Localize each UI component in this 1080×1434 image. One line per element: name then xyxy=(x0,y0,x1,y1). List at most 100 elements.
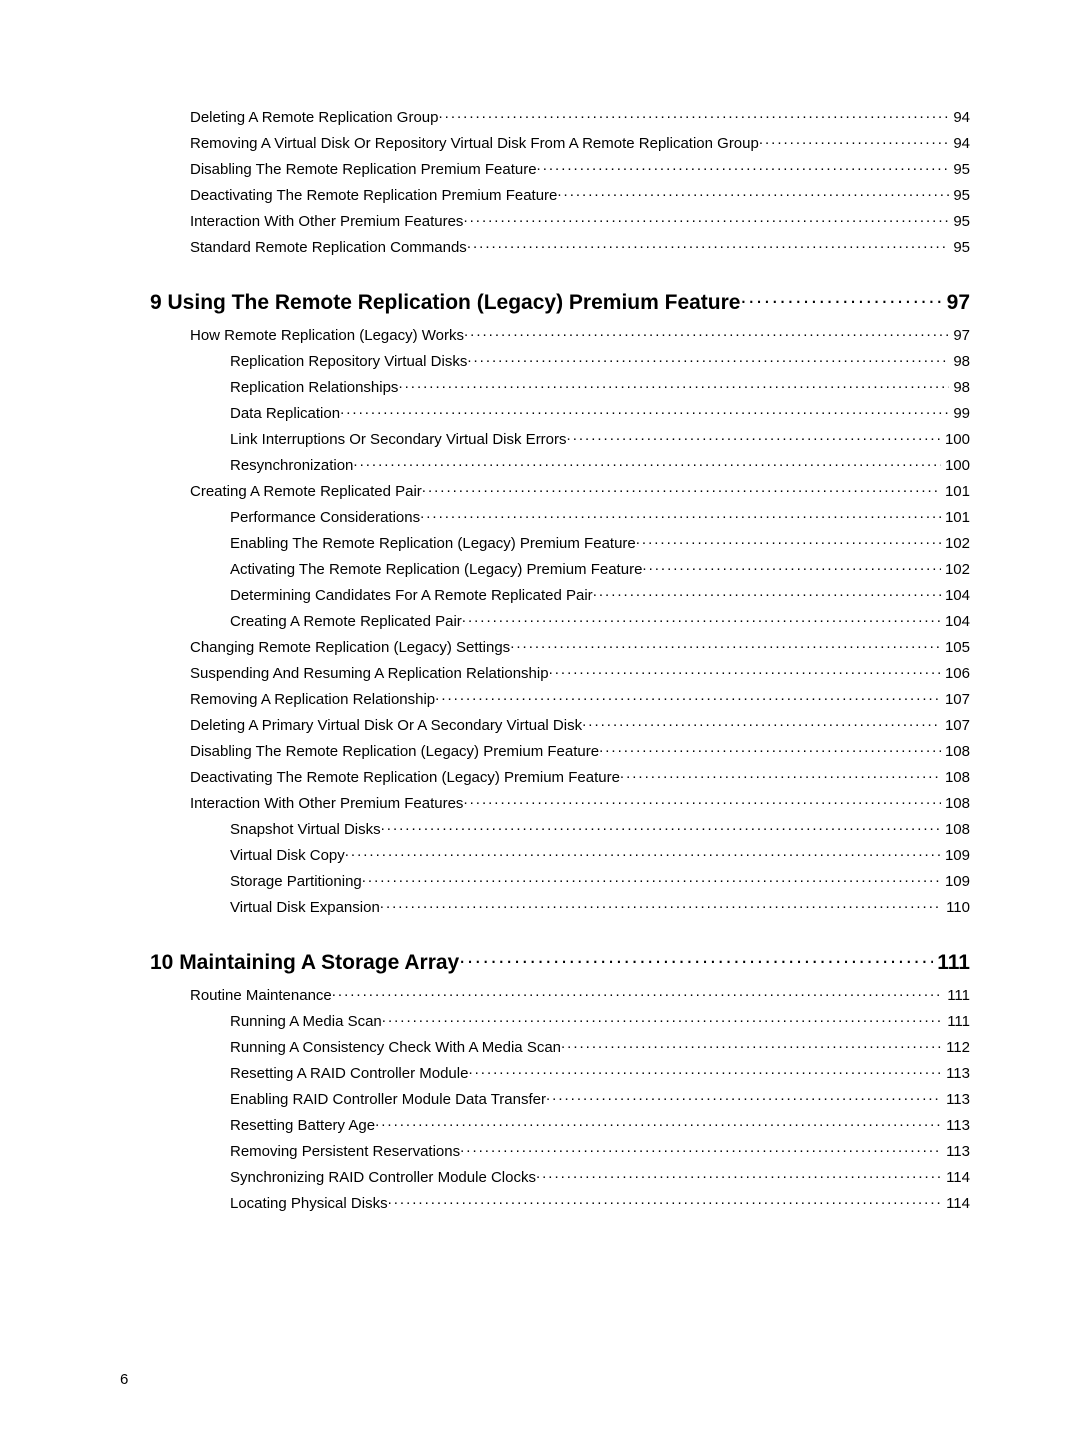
toc-leader xyxy=(561,1037,942,1052)
toc-entry: Resynchronization 100 xyxy=(150,455,970,474)
toc-title: Standard Remote Replication Commands xyxy=(190,239,467,256)
toc-entry: Suspending And Resuming A Replication Re… xyxy=(150,663,970,682)
toc-entry: Virtual Disk Copy109 xyxy=(150,845,970,864)
toc-pagenum: 95 xyxy=(949,161,970,178)
toc-entry: Replication Relationships98 xyxy=(150,377,970,396)
toc-entry: Resetting A RAID Controller Module113 xyxy=(150,1063,970,1082)
toc-pagenum: 108 xyxy=(941,795,970,812)
toc-leader xyxy=(536,1167,942,1182)
toc-pagenum: 113 xyxy=(942,1091,970,1108)
toc-entry: Changing Remote Replication (Legacy) Set… xyxy=(150,637,970,656)
toc-leader xyxy=(549,663,941,678)
toc-pagenum: 114 xyxy=(942,1195,970,1212)
toc-leader xyxy=(382,1011,943,1026)
toc-list: Deleting A Remote Replication Group 94 Rem… xyxy=(150,107,970,1212)
toc-leader xyxy=(468,1063,942,1078)
toc-title: Interaction With Other Premium Features xyxy=(190,213,463,230)
toc-title: Synchronizing RAID Controller Module Clo… xyxy=(230,1169,536,1186)
toc-entry: Locating Physical Disks114 xyxy=(150,1193,970,1212)
toc-pagenum: 95 xyxy=(949,213,970,230)
toc-leader xyxy=(740,288,942,309)
toc-pagenum: 100 xyxy=(941,457,970,474)
toc-leader xyxy=(381,819,941,834)
toc-title: Link Interruptions Or Secondary Virtual … xyxy=(230,431,567,448)
toc-title: Replication Repository Virtual Disks xyxy=(230,353,467,370)
toc-title: Removing A Virtual Disk Or Repository Vi… xyxy=(190,135,759,152)
page-number-footer: 6 xyxy=(120,1371,128,1388)
toc-pagenum: 94 xyxy=(949,109,970,126)
toc-title: Running A Media Scan xyxy=(230,1013,382,1030)
toc-leader xyxy=(462,611,941,626)
toc-entry: 9 Using The Remote Replication (Legacy) … xyxy=(150,288,970,315)
toc-title: Deleting A Primary Virtual Disk Or A Sec… xyxy=(190,717,582,734)
toc-entry: Deactivating The Remote Replication (Leg… xyxy=(150,767,970,786)
toc-entry: Snapshot Virtual Disks108 xyxy=(150,819,970,838)
toc-entry: Enabling The Remote Replication (Legacy)… xyxy=(150,533,970,552)
toc-title: Deleting A Remote Replication Group xyxy=(190,109,438,126)
toc-title: Enabling The Remote Replication (Legacy)… xyxy=(230,535,636,552)
toc-entry: Enabling RAID Controller Module Data Tra… xyxy=(150,1089,970,1108)
toc-leader xyxy=(362,871,941,886)
toc-title: Disabling The Remote Replication (Legacy… xyxy=(190,743,599,760)
toc-leader xyxy=(593,585,941,600)
toc-entry: Creating A Remote Replicated Pair104 xyxy=(150,611,970,630)
toc-leader xyxy=(420,507,941,522)
toc-entry: Determining Candidates For A Remote Repl… xyxy=(150,585,970,604)
toc-leader xyxy=(459,948,933,969)
toc-leader xyxy=(353,455,941,470)
toc-title: Resetting Battery Age xyxy=(230,1117,375,1134)
toc-pagenum: 114 xyxy=(942,1169,970,1186)
toc-leader xyxy=(759,133,949,148)
toc-title: How Remote Replication (Legacy) Works xyxy=(190,327,464,344)
toc-leader xyxy=(463,211,949,226)
toc-title: Data Replication xyxy=(230,405,340,422)
toc-entry: Disabling The Remote Replication (Legacy… xyxy=(150,741,970,760)
toc-entry: Resetting Battery Age 113 xyxy=(150,1115,970,1134)
toc-entry: How Remote Replication (Legacy) Works97 xyxy=(150,325,970,344)
toc-leader xyxy=(582,715,941,730)
toc-leader xyxy=(463,793,941,808)
toc-leader xyxy=(398,377,949,392)
toc-leader xyxy=(636,533,941,548)
toc-leader xyxy=(340,403,949,418)
toc-entry: Running A Media Scan 111 xyxy=(150,1011,970,1030)
toc-title: Resetting A RAID Controller Module xyxy=(230,1065,468,1082)
toc-title: Enabling RAID Controller Module Data Tra… xyxy=(230,1091,546,1108)
toc-entry: Deleting A Remote Replication Group 94 xyxy=(150,107,970,126)
toc-pagenum: 111 xyxy=(933,951,970,975)
toc-pagenum: 106 xyxy=(941,665,970,682)
toc-leader xyxy=(422,481,941,496)
toc-title: Creating A Remote Replicated Pair xyxy=(190,483,422,500)
toc-leader xyxy=(642,559,941,574)
toc-pagenum: 111 xyxy=(943,987,970,1004)
toc-title: Routine Maintenance xyxy=(190,987,332,1004)
toc-pagenum: 108 xyxy=(941,743,970,760)
toc-title: Removing A Replication Relationship xyxy=(190,691,435,708)
toc-title: 10 Maintaining A Storage Array xyxy=(150,951,459,975)
toc-title: Determining Candidates For A Remote Repl… xyxy=(230,587,593,604)
toc-pagenum: 109 xyxy=(941,847,970,864)
toc-entry: Storage Partitioning 109 xyxy=(150,871,970,890)
toc-leader xyxy=(546,1089,942,1104)
toc-pagenum: 107 xyxy=(941,717,970,734)
toc-title: Storage Partitioning xyxy=(230,873,362,890)
toc-entry: Deleting A Primary Virtual Disk Or A Sec… xyxy=(150,715,970,734)
toc-pagenum: 109 xyxy=(941,873,970,890)
toc-entry: Interaction With Other Premium Features1… xyxy=(150,793,970,812)
toc-pagenum: 102 xyxy=(941,535,970,552)
toc-title: 9 Using The Remote Replication (Legacy) … xyxy=(150,291,740,315)
toc-pagenum: 95 xyxy=(949,239,970,256)
toc-pagenum: 102 xyxy=(941,561,970,578)
toc-entry: Removing Persistent Reservations 113 xyxy=(150,1141,970,1160)
toc-title: Disabling The Remote Replication Premium… xyxy=(190,161,537,178)
toc-pagenum: 98 xyxy=(949,379,970,396)
toc-title: Activating The Remote Replication (Legac… xyxy=(230,561,642,578)
toc-entry: Replication Repository Virtual Disks98 xyxy=(150,351,970,370)
toc-leader xyxy=(467,351,949,366)
toc-pagenum: 112 xyxy=(942,1039,970,1056)
toc-title: Deactivating The Remote Replication Prem… xyxy=(190,187,557,204)
toc-entry: Removing A Replication Relationship107 xyxy=(150,689,970,708)
toc-entry: Routine Maintenance 111 xyxy=(150,985,970,1004)
toc-entry: Deactivating The Remote Replication Prem… xyxy=(150,185,970,204)
toc-title: Suspending And Resuming A Replication Re… xyxy=(190,665,549,682)
